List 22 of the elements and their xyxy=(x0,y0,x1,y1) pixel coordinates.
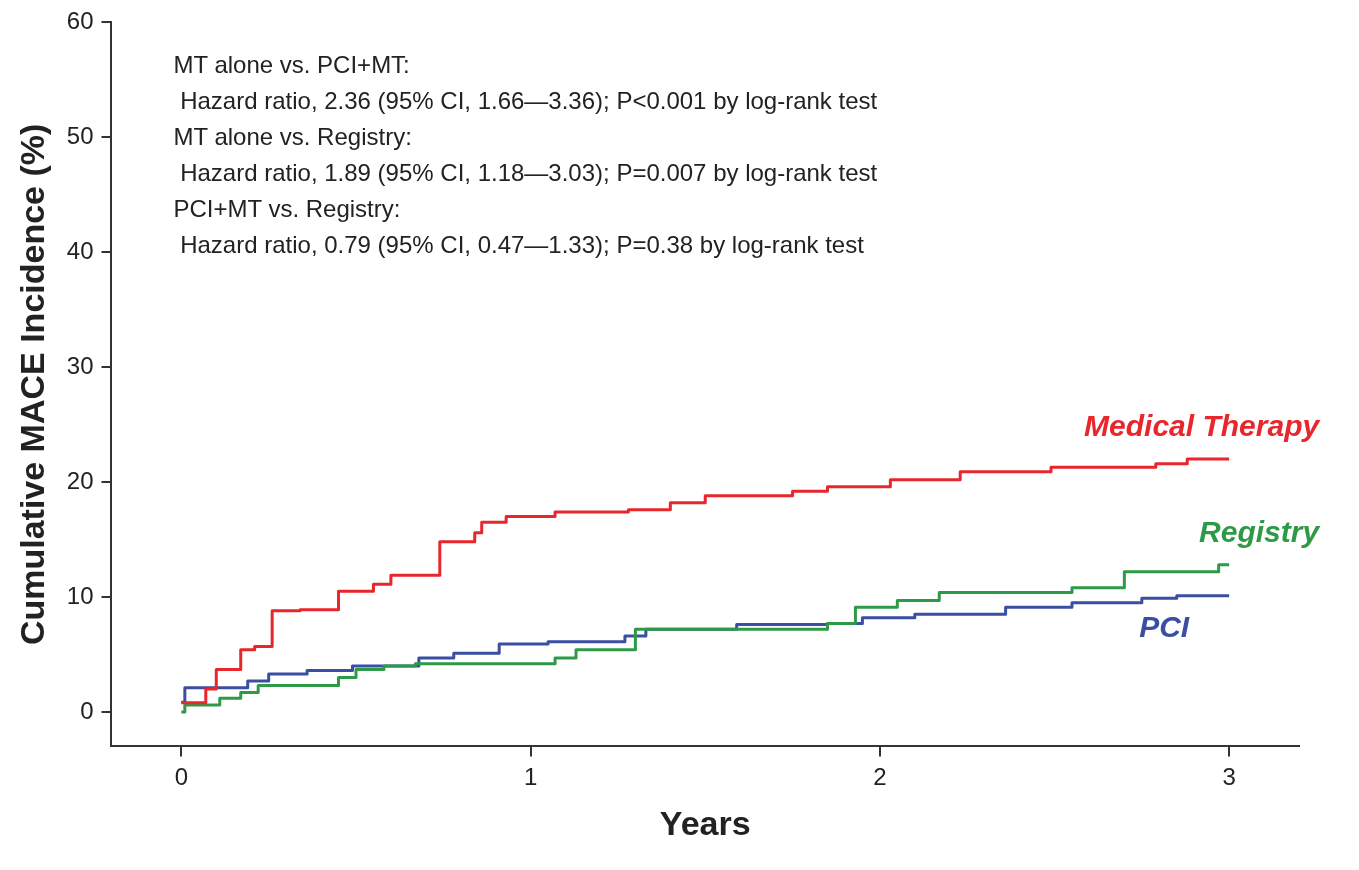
x-tick-label: 2 xyxy=(873,763,887,791)
annotation: MT alone vs. PCI+MT: xyxy=(173,51,410,79)
annotation: Hazard ratio, 2.36 (95% CI, 1.66—3.36); P<0.001 by log-rank test xyxy=(173,87,878,115)
y-tick-label: 0 xyxy=(80,696,94,724)
y-tick-label: 20 xyxy=(66,466,94,494)
annotation: Hazard ratio, 0.79 (95% CI, 0.47—1.33); P=0.38 by log-rank test xyxy=(173,231,865,259)
y-tick-label: 40 xyxy=(66,236,94,264)
x-tick-label: 0 xyxy=(174,763,189,791)
x-tick-label: 3 xyxy=(1222,763,1236,791)
y-tick-label: 30 xyxy=(66,351,94,379)
series-label: Registry xyxy=(1199,515,1321,549)
y-tick-label: 60 xyxy=(66,7,94,35)
annotation: Hazard ratio, 1.89 (95% CI, 1.18—3.03); P=0.007 by log-rank test xyxy=(173,159,878,187)
x-axis-title: Years xyxy=(659,803,751,842)
x-tick-label: 1 xyxy=(523,763,538,791)
annotation: PCI+MT vs. Registry: xyxy=(173,195,401,223)
annotation: MT alone vs. Registry: xyxy=(173,123,412,151)
y-tick-label: 10 xyxy=(66,581,94,609)
y-axis-title: Cumulative MACE Incidence (%) xyxy=(12,123,51,646)
series-label: Medical Therapy xyxy=(1084,409,1321,443)
y-tick-label: 50 xyxy=(66,121,94,149)
series-label: PCI xyxy=(1139,610,1190,644)
